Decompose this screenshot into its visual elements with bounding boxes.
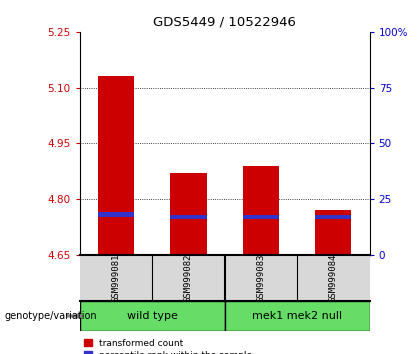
Text: GSM999081: GSM999081 <box>112 254 121 302</box>
Bar <box>243 166 279 255</box>
Text: genotype/variation: genotype/variation <box>4 311 97 321</box>
FancyBboxPatch shape <box>80 301 225 331</box>
Bar <box>98 76 134 255</box>
Text: wild type: wild type <box>127 311 178 321</box>
Bar <box>315 210 352 255</box>
Text: GSM999082: GSM999082 <box>184 254 193 302</box>
Bar <box>243 215 279 219</box>
Bar <box>171 215 207 219</box>
Bar <box>315 215 352 219</box>
Text: GSM999083: GSM999083 <box>257 254 265 302</box>
Text: GDS5449 / 10522946: GDS5449 / 10522946 <box>153 16 296 29</box>
FancyBboxPatch shape <box>225 301 370 331</box>
Bar <box>171 173 207 255</box>
Text: GSM999084: GSM999084 <box>329 254 338 302</box>
Bar <box>98 212 134 217</box>
Legend: transformed count, percentile rank within the sample: transformed count, percentile rank withi… <box>84 339 252 354</box>
Text: mek1 mek2 null: mek1 mek2 null <box>252 311 342 321</box>
